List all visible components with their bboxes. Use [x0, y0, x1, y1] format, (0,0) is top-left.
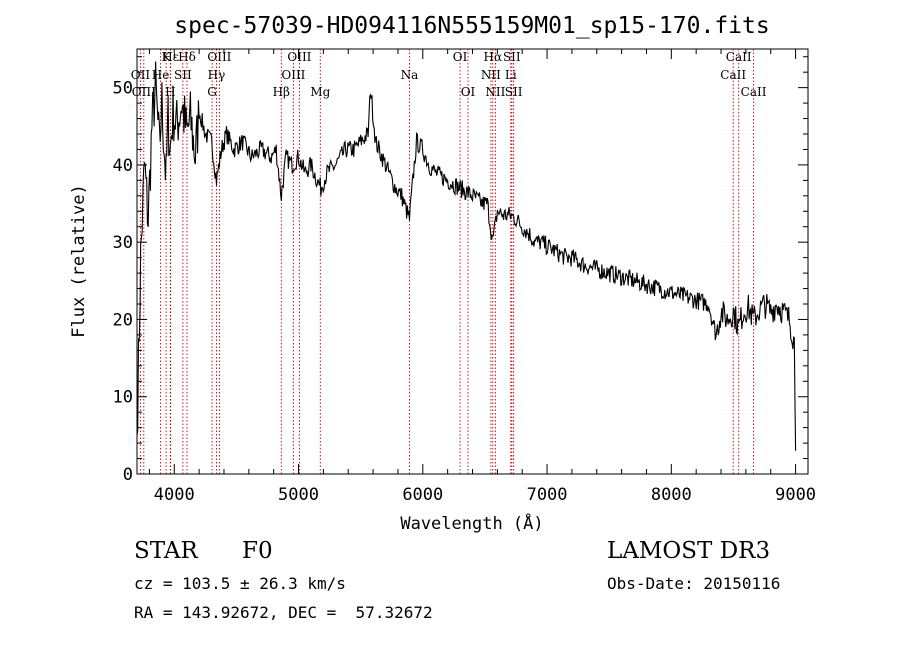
- spectral-line-label: CaII: [720, 68, 746, 82]
- spectral-line-label: Na: [401, 68, 419, 82]
- coordinates: RA = 143.92672, DEC = 57.32672: [134, 603, 433, 622]
- spectral-line-label: SII: [505, 85, 523, 99]
- spectral-line-label: OIII: [132, 85, 156, 99]
- spectral-line-label: K: [162, 50, 172, 64]
- x-tick-label: 4000: [154, 485, 195, 505]
- spectral-line-label: CaII: [726, 50, 752, 64]
- x-tick-label: 9000: [775, 485, 816, 505]
- spectral-line-label: G: [207, 85, 217, 99]
- spectral-line-label: H: [165, 85, 175, 99]
- y-tick-label: 30: [113, 233, 133, 253]
- spectral-line-label: CaII: [741, 85, 767, 99]
- chart-title: spec-57039-HD094116N555159M01_sp15-170.f…: [174, 13, 769, 39]
- x-tick-label: 7000: [527, 485, 568, 505]
- y-tick-label: 40: [113, 156, 133, 176]
- spectral-line-label: SII: [174, 68, 192, 82]
- spectral-line-label: SII: [503, 50, 521, 64]
- spectral-line-label: Hα: [484, 50, 503, 64]
- spectral-line-label: OI: [461, 85, 476, 99]
- spectral-line-label: OIII: [207, 50, 231, 64]
- spectral-line-label: OII: [131, 68, 151, 82]
- spectral-line-label: Hγ: [208, 68, 226, 82]
- y-tick-label: 50: [113, 79, 133, 99]
- object-class: STAR: [134, 538, 198, 564]
- spectrum-line: [136, 61, 797, 451]
- y-tick-label: 20: [113, 310, 133, 330]
- x-tick-label: 8000: [651, 485, 692, 505]
- x-axis-label: Wavelength (Å): [400, 512, 543, 534]
- spectral-lines-layer: [139, 49, 755, 474]
- spectral-line-label: OIII: [287, 50, 311, 64]
- spectral-line-label: Mg: [310, 85, 330, 99]
- redshift-value: cz = 103.5 ± 26.3 km/s: [134, 574, 346, 593]
- spectral-line-label: NII: [485, 85, 505, 99]
- y-tick-label: 0: [123, 465, 133, 485]
- survey-name: LAMOST DR3: [607, 538, 771, 564]
- plot-frame: [136, 48, 809, 475]
- axis-ticks: 4000 5000 6000 7000 8000 9000 0 10 20 30 40 50: [113, 49, 816, 505]
- spectral-line-label: Li: [505, 68, 517, 82]
- spectral-line-label: OIII: [281, 68, 305, 82]
- object-subclass: F0: [242, 538, 273, 564]
- x-tick-label: 6000: [402, 485, 443, 505]
- spectral-line-label: OI: [453, 50, 468, 64]
- observation-date: Obs-Date: 20150116: [607, 574, 781, 593]
- x-tick-label: 5000: [278, 485, 319, 505]
- spectral-line-label: NII: [481, 68, 501, 82]
- spectral-line-label: He: [152, 68, 170, 82]
- y-axis-label: Flux (relative): [69, 184, 89, 338]
- y-tick-label: 10: [113, 388, 133, 408]
- spectral-line-label: Hδ: [178, 50, 196, 64]
- spectral-line-label: Hβ: [273, 85, 290, 99]
